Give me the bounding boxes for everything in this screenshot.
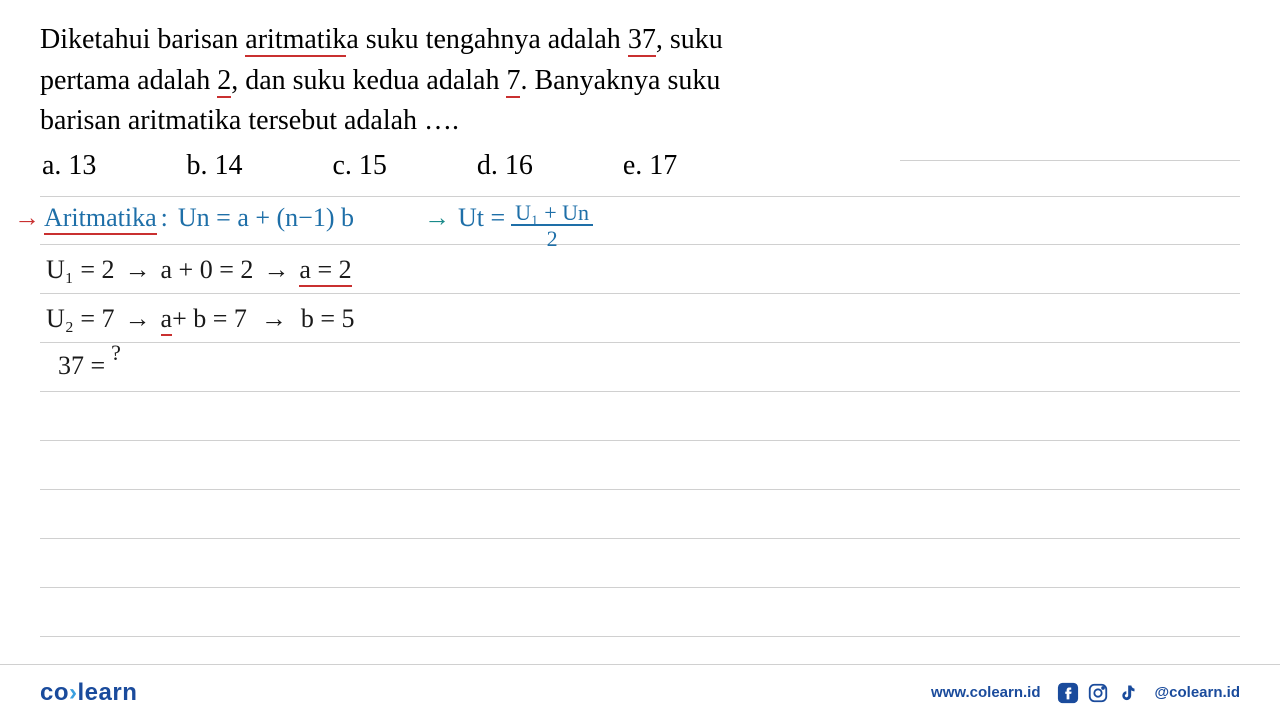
ruled-line-1: → Aritmatika : Un = a + (n−1) b → Ut = U… (40, 196, 1240, 245)
ruled-line-8 (40, 539, 1240, 588)
ruled-line-3: U₂ = 7 → a + b = 7 → b = 5 (40, 294, 1240, 343)
q-line3: barisan aritmatika tersebut adalah …. (40, 105, 459, 136)
logo-learn: learn (78, 679, 138, 706)
ruled-line-9 (40, 588, 1240, 637)
arrow-red-icon: → (14, 203, 40, 233)
hw-r3-arr2: → (261, 304, 287, 334)
hw-r3-eq1: + b = 7 (172, 304, 247, 334)
ruled-line-7 (40, 490, 1240, 539)
q-2: 2 (217, 65, 231, 98)
hw-r4-q: ? (111, 340, 121, 366)
hw-un-formula: Un = a + (n−1) b (178, 203, 354, 233)
hw-r3-eq2: b = 5 (301, 304, 355, 334)
logo-dot: › (69, 679, 78, 706)
q-line1-p2: , suku (656, 24, 723, 55)
hw-frac-num: U₁ + Un (511, 202, 593, 226)
footer-url: www.colearn.id (931, 684, 1040, 701)
footer-right: www.colearn.id @colearn.id (931, 682, 1240, 704)
q-aritmatik: aritmatik (245, 24, 346, 57)
option-e: e. 17 (623, 150, 677, 182)
ruled-line-5 (40, 392, 1240, 441)
hw-r2-eq1: a + 0 = 2 (161, 255, 254, 285)
q-line2-p2: , dan suku kedua adalah (231, 65, 506, 96)
q-line1-p1: Diketahui barisan (40, 24, 245, 55)
hw-fraction: U₁ + Un 2 (511, 202, 593, 250)
q-37: 37 (628, 24, 656, 57)
hw-arrow2: → (424, 203, 450, 233)
question-text: Diketahui barisan aritmatika suku tengah… (40, 20, 1240, 142)
hw-u1: U₁ = 2 (46, 255, 115, 285)
answer-options: a. 13 b. 14 c. 15 d. 16 e. 17 (40, 150, 1240, 182)
hw-ut: Ut = (458, 203, 505, 233)
brand-logo: co›learn (40, 679, 137, 707)
social-icons (1057, 682, 1139, 704)
notebook-area: → Aritmatika : Un = a + (n−1) b → Ut = U… (40, 196, 1240, 637)
hw-r2-arr1: → (125, 255, 151, 285)
hw-aritmatika-label: Aritmatika (44, 203, 157, 235)
option-d: d. 16 (477, 150, 533, 182)
q-line2-p1: pertama adalah (40, 65, 217, 96)
option-a: a. 13 (42, 150, 96, 182)
footer: co›learn www.colearn.id @colearn.id (0, 664, 1280, 720)
hw-colon: : (161, 203, 168, 233)
hw-r3-a: a (161, 304, 173, 336)
q-7: 7 (506, 65, 520, 98)
hw-r2-arr2: → (263, 255, 289, 285)
hw-r2-ans: a = 2 (299, 255, 351, 287)
hw-r2-eq2: = 2 (311, 255, 352, 284)
option-c: c. 15 (332, 150, 386, 182)
hw-r4-eq: 37 = (58, 351, 105, 381)
hw-r2-a: a (299, 255, 311, 284)
ruled-line-2: U₁ = 2 → a + 0 = 2 → a = 2 (40, 245, 1240, 294)
side-rule (900, 160, 1240, 161)
hw-u2: U₂ = 7 (46, 304, 115, 334)
hw-r3-arr1: → (125, 304, 151, 334)
ruled-line-4: 37 = ? (40, 343, 1240, 392)
option-b: b. 14 (186, 150, 242, 182)
logo-co: co (40, 679, 69, 706)
instagram-icon (1087, 682, 1109, 704)
q-line2-p3: . Banyaknya suku (520, 65, 720, 96)
tiktok-icon (1117, 682, 1139, 704)
q-line1-after: a suku tengahnya adalah (346, 24, 627, 55)
facebook-icon (1057, 682, 1079, 704)
ruled-line-6 (40, 441, 1240, 490)
footer-handle: @colearn.id (1155, 684, 1240, 701)
